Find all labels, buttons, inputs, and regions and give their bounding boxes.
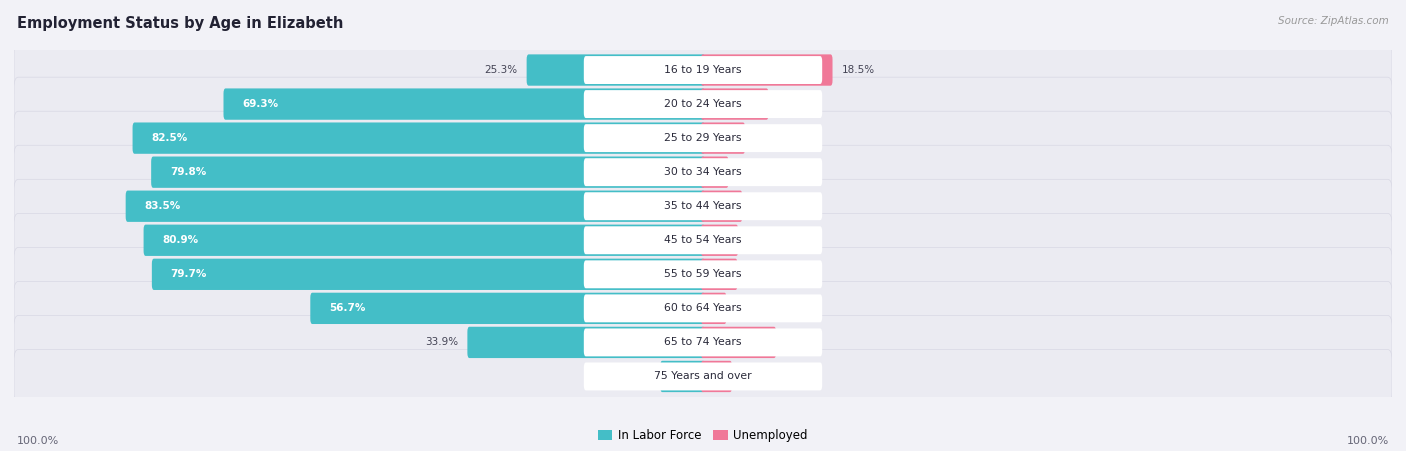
FancyBboxPatch shape [702, 88, 769, 120]
FancyBboxPatch shape [14, 213, 1392, 267]
FancyBboxPatch shape [702, 361, 733, 392]
FancyBboxPatch shape [583, 90, 823, 118]
Text: 45 to 54 Years: 45 to 54 Years [664, 235, 742, 245]
Text: 30 to 34 Years: 30 to 34 Years [664, 167, 742, 177]
FancyBboxPatch shape [583, 226, 823, 254]
Text: Source: ZipAtlas.com: Source: ZipAtlas.com [1278, 16, 1389, 26]
FancyBboxPatch shape [527, 55, 704, 86]
Text: 75 Years and over: 75 Years and over [654, 372, 752, 382]
Text: 5.8%: 5.8% [754, 133, 780, 143]
Text: 5.9%: 5.9% [624, 372, 651, 382]
FancyBboxPatch shape [152, 259, 704, 290]
FancyBboxPatch shape [583, 328, 823, 356]
Text: 4.7%: 4.7% [747, 269, 773, 279]
Text: 5.4%: 5.4% [751, 201, 778, 211]
Text: Employment Status by Age in Elizabeth: Employment Status by Age in Elizabeth [17, 16, 343, 31]
Text: 69.3%: 69.3% [242, 99, 278, 109]
Text: 20 to 24 Years: 20 to 24 Years [664, 99, 742, 109]
FancyBboxPatch shape [14, 281, 1392, 335]
FancyBboxPatch shape [702, 327, 776, 358]
FancyBboxPatch shape [14, 111, 1392, 165]
Text: 16 to 19 Years: 16 to 19 Years [664, 65, 742, 75]
FancyBboxPatch shape [224, 88, 704, 120]
Text: 100.0%: 100.0% [1347, 437, 1389, 446]
Text: 80.9%: 80.9% [162, 235, 198, 245]
Text: 3.1%: 3.1% [735, 304, 762, 313]
Text: 4.8%: 4.8% [747, 235, 773, 245]
FancyBboxPatch shape [702, 123, 745, 154]
FancyBboxPatch shape [583, 56, 823, 84]
Text: 100.0%: 100.0% [17, 437, 59, 446]
FancyBboxPatch shape [14, 350, 1392, 403]
FancyBboxPatch shape [143, 225, 704, 256]
FancyBboxPatch shape [14, 43, 1392, 97]
FancyBboxPatch shape [125, 191, 704, 222]
Text: 10.3%: 10.3% [785, 337, 818, 347]
Text: 35 to 44 Years: 35 to 44 Years [664, 201, 742, 211]
Text: 79.7%: 79.7% [170, 269, 207, 279]
FancyBboxPatch shape [583, 363, 823, 391]
FancyBboxPatch shape [702, 55, 832, 86]
Text: 9.2%: 9.2% [778, 99, 804, 109]
Text: 3.4%: 3.4% [738, 167, 763, 177]
FancyBboxPatch shape [583, 295, 823, 322]
FancyBboxPatch shape [702, 259, 738, 290]
FancyBboxPatch shape [132, 123, 704, 154]
Text: 55 to 59 Years: 55 to 59 Years [664, 269, 742, 279]
Text: 18.5%: 18.5% [841, 65, 875, 75]
FancyBboxPatch shape [152, 156, 704, 188]
FancyBboxPatch shape [583, 124, 823, 152]
Text: 79.8%: 79.8% [170, 167, 207, 177]
FancyBboxPatch shape [311, 293, 704, 324]
FancyBboxPatch shape [14, 77, 1392, 131]
FancyBboxPatch shape [583, 158, 823, 186]
Text: 65 to 74 Years: 65 to 74 Years [664, 337, 742, 347]
FancyBboxPatch shape [583, 192, 823, 220]
Text: 25 to 29 Years: 25 to 29 Years [664, 133, 742, 143]
Legend: In Labor Force, Unemployed: In Labor Force, Unemployed [593, 424, 813, 446]
FancyBboxPatch shape [702, 293, 727, 324]
Text: 56.7%: 56.7% [329, 304, 366, 313]
Text: 82.5%: 82.5% [152, 133, 187, 143]
FancyBboxPatch shape [14, 179, 1392, 233]
Text: 83.5%: 83.5% [145, 201, 180, 211]
Text: 3.9%: 3.9% [741, 372, 768, 382]
FancyBboxPatch shape [583, 260, 823, 288]
FancyBboxPatch shape [14, 316, 1392, 369]
FancyBboxPatch shape [702, 191, 742, 222]
FancyBboxPatch shape [467, 327, 704, 358]
FancyBboxPatch shape [661, 361, 704, 392]
Text: 60 to 64 Years: 60 to 64 Years [664, 304, 742, 313]
Text: 25.3%: 25.3% [485, 65, 517, 75]
FancyBboxPatch shape [702, 225, 738, 256]
FancyBboxPatch shape [702, 156, 728, 188]
FancyBboxPatch shape [14, 248, 1392, 301]
FancyBboxPatch shape [14, 145, 1392, 199]
Text: 33.9%: 33.9% [425, 337, 458, 347]
